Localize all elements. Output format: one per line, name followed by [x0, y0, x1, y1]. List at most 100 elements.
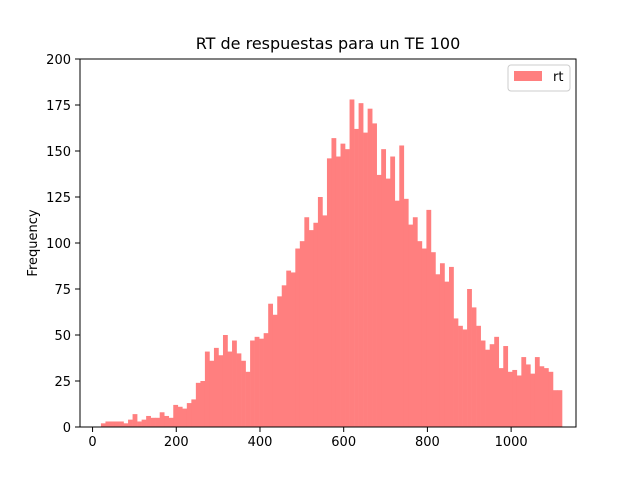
- x-tick-label: 0: [88, 435, 96, 450]
- histogram-bar: [155, 417, 160, 427]
- histogram-bar: [408, 224, 414, 427]
- histogram-bar: [453, 318, 459, 427]
- histogram-bar: [430, 252, 436, 427]
- histogram-bar: [222, 335, 228, 427]
- histogram-bar: [277, 296, 283, 427]
- histogram-bar: [471, 307, 477, 427]
- histogram-bar: [552, 390, 558, 427]
- histogram-bar: [399, 145, 405, 428]
- histogram-bar: [543, 368, 549, 427]
- histogram-bar: [426, 209, 432, 427]
- histogram-bar: [186, 403, 192, 427]
- histogram-bar: [335, 156, 341, 427]
- histogram-bar: [272, 314, 278, 427]
- histogram-bar: [322, 215, 328, 427]
- histogram-bar: [326, 158, 332, 428]
- histogram-bar: [412, 217, 418, 427]
- histogram-bar: [209, 360, 215, 427]
- histogram-bar: [232, 340, 237, 427]
- x-tick-label: 800: [415, 435, 440, 450]
- histogram-bar: [521, 357, 527, 427]
- histogram-bar: [331, 138, 337, 427]
- y-tick-label: 125: [46, 191, 71, 206]
- legend-label-rt: rt: [553, 70, 563, 85]
- histogram-bar: [390, 156, 396, 427]
- histogram-bar: [164, 415, 170, 427]
- histogram-bar: [435, 274, 441, 427]
- histogram-bar: [150, 417, 156, 427]
- histogram-bar: [236, 353, 242, 427]
- legend-swatch-rt: [514, 71, 542, 81]
- histogram-bar: [141, 419, 147, 427]
- histogram-bar: [349, 99, 355, 427]
- histogram-bar: [498, 368, 504, 427]
- histogram-bar: [159, 412, 165, 427]
- histogram-bar: [191, 399, 197, 427]
- histogram-bar: [200, 381, 206, 427]
- histogram-bar: [548, 371, 554, 427]
- histogram-bar: [241, 360, 246, 427]
- histogram-bar: [516, 375, 522, 427]
- histogram-bar: [132, 414, 138, 427]
- histogram-bar: [480, 340, 486, 427]
- histogram-bar: [340, 143, 346, 427]
- histogram-bar: [557, 390, 563, 427]
- histogram-bar: [512, 369, 518, 427]
- histogram-bar: [281, 285, 287, 427]
- histogram-bar: [218, 355, 224, 427]
- histogram-bar: [308, 230, 314, 427]
- histogram-bar: [403, 198, 409, 427]
- bars-group: [100, 99, 563, 428]
- y-tick-label: 150: [46, 145, 71, 160]
- histogram-bar: [372, 123, 377, 428]
- histogram-bar: [119, 421, 124, 427]
- histogram-bar: [137, 421, 142, 427]
- histogram-bar: [494, 336, 500, 427]
- histogram-bar: [358, 103, 364, 427]
- histogram-bar: [100, 423, 106, 427]
- histogram-bar: [381, 149, 387, 427]
- legend: rt: [507, 64, 571, 92]
- histogram-bar: [444, 281, 450, 427]
- histogram-bar: [114, 421, 120, 427]
- x-tick-label: 600: [331, 435, 356, 450]
- histogram-bar: [539, 366, 545, 427]
- histogram-bar: [182, 408, 188, 427]
- x-tick-label: 400: [248, 435, 273, 450]
- histogram-bar: [476, 325, 481, 427]
- histogram-bar: [109, 421, 115, 427]
- histogram-bar: [485, 349, 490, 427]
- histogram-bar: [268, 303, 274, 427]
- histogram-bar: [263, 333, 269, 427]
- histogram-bar: [250, 340, 255, 427]
- histogram-bar: [394, 200, 400, 427]
- histogram-bar: [376, 174, 382, 427]
- histogram-bar: [507, 371, 513, 427]
- histogram-bar: [245, 371, 251, 427]
- y-tick-label: 25: [54, 375, 71, 390]
- y-tick-label: 50: [54, 329, 71, 344]
- histogram-bar: [385, 178, 391, 427]
- histogram-bar: [525, 364, 531, 427]
- histogram-bar: [417, 241, 423, 427]
- y-tick-label: 75: [54, 283, 71, 298]
- y-tick-label: 0: [63, 421, 71, 436]
- histogram-bar: [467, 289, 472, 427]
- histogram-bar: [105, 421, 111, 427]
- histogram-bar: [317, 197, 323, 427]
- histogram-bar: [128, 419, 133, 427]
- histogram-bar: [123, 423, 129, 427]
- y-axis-label: Frequency: [26, 209, 41, 276]
- histogram-bar: [227, 351, 233, 427]
- histogram-bar: [363, 132, 368, 427]
- x-axis-ticks: 0 200 400 600 800 1000: [88, 427, 528, 450]
- histogram-bar: [304, 217, 310, 427]
- y-tick-label: 175: [46, 99, 71, 114]
- histogram-bar: [313, 222, 319, 427]
- histogram-bar: [254, 336, 260, 427]
- histogram-bar: [299, 241, 305, 427]
- histogram-bar: [204, 351, 210, 427]
- histogram-bar: [534, 357, 540, 427]
- histogram-bar: [173, 404, 179, 427]
